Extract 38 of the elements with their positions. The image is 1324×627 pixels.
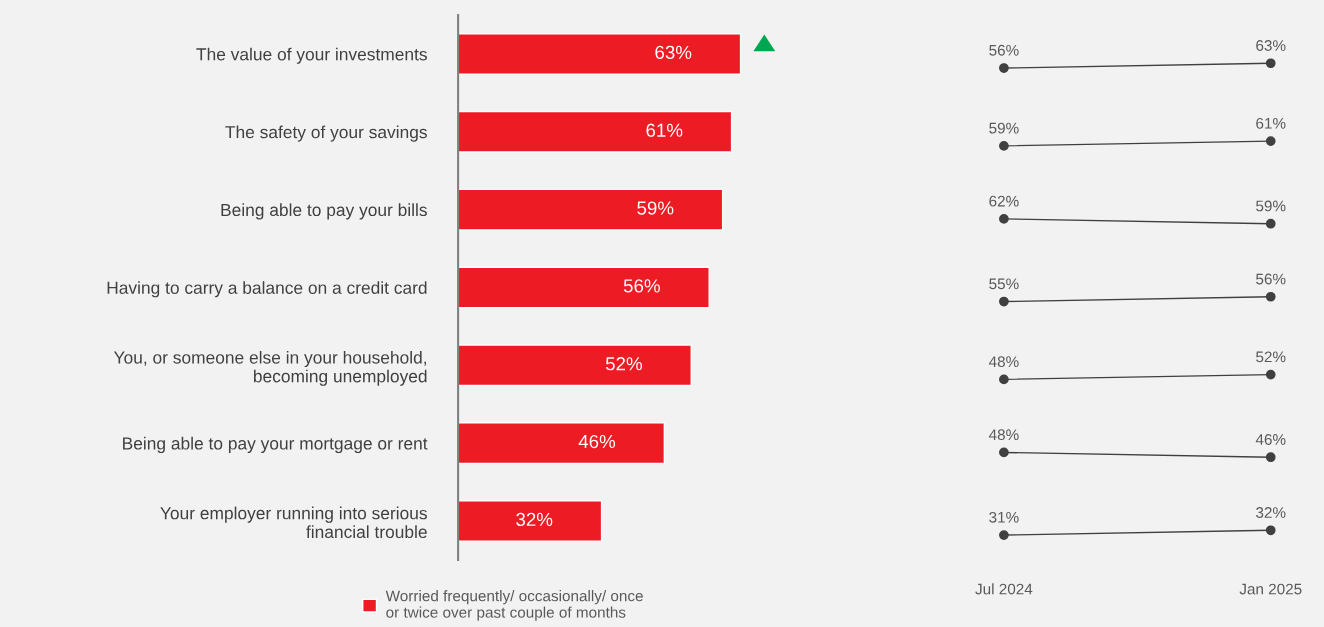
y-tick-label: Being able to pay your mortgage or rent — [123, 436, 428, 454]
data-label: 63% — [655, 45, 692, 59]
data-label: 59% — [989, 122, 1019, 134]
x-tick-label: Jan 2025 — [1239, 583, 1302, 595]
y-tick-label: Being able to pay your bills — [221, 203, 427, 220]
data-label: 61% — [1256, 117, 1286, 129]
bar — [458, 266, 710, 309]
data-label: 46% — [1255, 434, 1286, 445]
data-label: 48% — [988, 429, 1019, 441]
data-label: 56% — [1256, 273, 1286, 285]
y-tick-label: The safety of your savings — [225, 125, 427, 142]
data-label: 52% — [605, 357, 642, 371]
legend-label: Worried frequently/ occasionally/ once or twice over past couple of months — [385, 590, 643, 621]
data-label: 52% — [1256, 351, 1286, 363]
data-label: 32% — [516, 512, 553, 527]
data-label: 59% — [637, 201, 674, 215]
data-label: 55% — [989, 278, 1019, 290]
data-label: 31% — [989, 511, 1019, 523]
data-label: 32% — [1256, 507, 1286, 518]
bar — [458, 500, 603, 542]
data-label: 61% — [646, 123, 683, 137]
y-tick-label: Your employer running into serious financial trouble — [160, 506, 427, 539]
data-label: 59% — [1256, 200, 1286, 212]
x-tick-label: Jul 2024 — [975, 583, 1033, 595]
data-label: 62% — [989, 195, 1019, 207]
data-label: 46% — [578, 434, 616, 449]
data-label: 63% — [1256, 40, 1286, 51]
bar — [458, 344, 692, 387]
bar — [458, 188, 724, 231]
y-tick-label: The value of your investments — [196, 47, 427, 64]
y-tick-label: Having to carry a balance on a credit card — [107, 281, 427, 298]
bar — [458, 33, 742, 75]
data-label: 48% — [988, 356, 1019, 368]
data-label: 56% — [989, 44, 1019, 56]
data-label: 56% — [623, 279, 660, 293]
y-tick-label: You, or someone else in your household, becoming unemployed — [113, 350, 427, 386]
bar — [458, 422, 666, 465]
bar — [458, 110, 733, 153]
